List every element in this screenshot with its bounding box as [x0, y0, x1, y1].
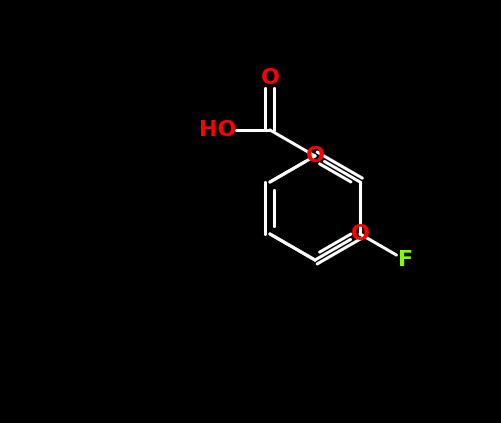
Text: O: O: [261, 68, 280, 88]
Text: HO: HO: [199, 120, 236, 140]
Text: F: F: [397, 250, 413, 270]
Text: O: O: [306, 146, 325, 166]
Text: O: O: [351, 224, 370, 244]
